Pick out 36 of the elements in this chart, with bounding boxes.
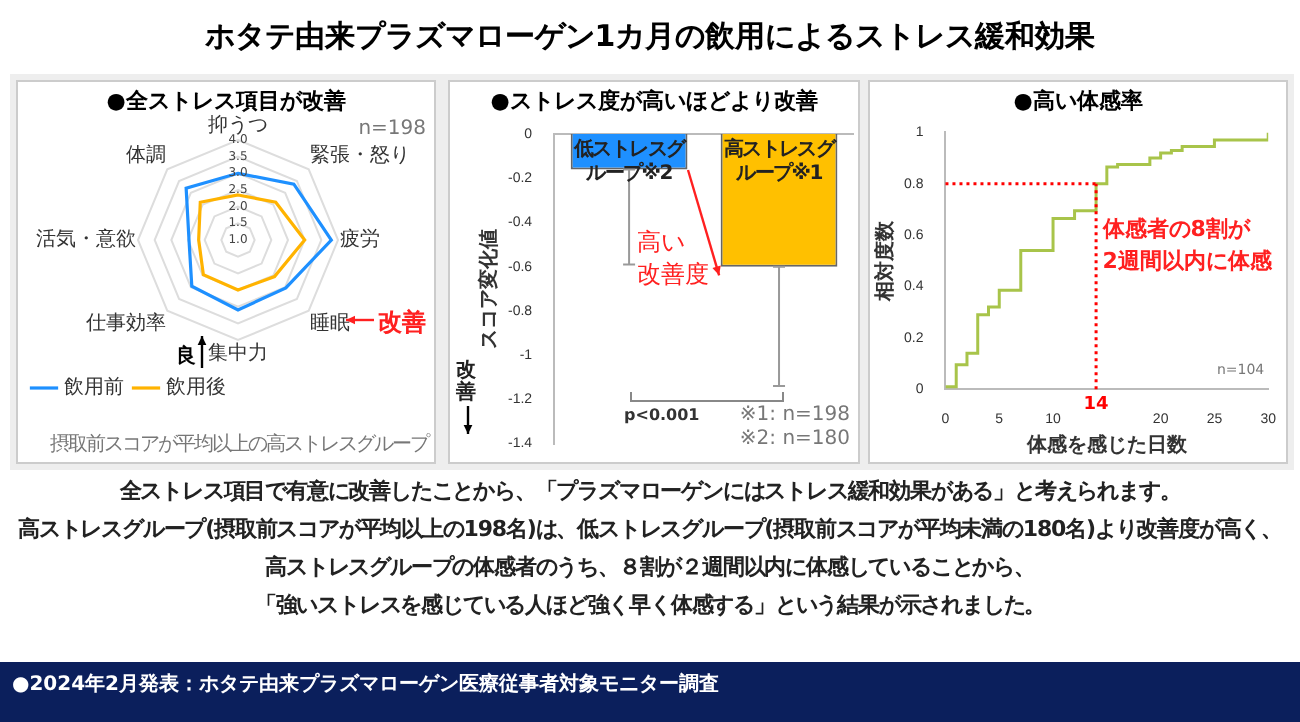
text: 「強いストレスを感じている人ほど強く早く体感する」という結果が示されました。 [252, 590, 1048, 622]
text: ●2024年2月発表：ホタテ由来プラズマローゲン医療従事者対象モニター調査 [12, 670, 720, 698]
annotation: 改善度 [637, 258, 710, 293]
annotation: 高い [637, 226, 686, 261]
text: 高ストレスグループ(摂取前スコアが平均以上の198名)は、低ストレスグループ(摂取前スコアが平均未満の180名)より改善度が高く、 [15, 514, 1285, 546]
text: 良 [176, 342, 196, 370]
y-axis-title: スコア変化値 [477, 228, 502, 349]
text: 改善 [378, 306, 426, 340]
y-axis-title: 相対度数 [873, 218, 898, 303]
text: n=198 [358, 118, 426, 140]
annotation: 2週間以内に体感 [1102, 246, 1272, 277]
ref-line-label: 14 [1083, 394, 1109, 415]
text: 改善 [456, 359, 478, 404]
chart-title: ●高い体感率 [1011, 86, 1145, 116]
x-tick-label: 低ストレスグループ※2 [571, 137, 688, 186]
annotation: 体感者の8割が [1102, 214, 1250, 245]
annotation: ※2: n=180 [739, 427, 850, 450]
spoke-label: 体調 [125, 143, 166, 168]
spoke-label: 緊張・怒り [310, 143, 411, 168]
text: ホタテ由来プラズマローゲン1カ月の飲用によるストレス緩和効果 [202, 16, 1098, 58]
annotation: p<0.001 [624, 405, 700, 424]
text: 高ストレスグループの体感者のうち、８割が２週間以内に体感していることから、 [263, 552, 1037, 584]
spoke-label: 睡眠 [310, 311, 351, 336]
chart-title: ●ストレス度が高いほどより改善 [488, 86, 820, 116]
x-tick-label: 高ストレスグループ※1 [723, 137, 838, 186]
chart-title: ●全ストレス項目が改善 [104, 86, 348, 115]
text: 全ストレス項目で有意に改善したことから、「プラズマローゲンにはストレス緩和効果がある」と考えられます。 [117, 476, 1183, 508]
spoke-label: 仕事効率 [85, 311, 166, 336]
annotation: ※1: n=198 [739, 403, 850, 426]
spoke-label: 疲労 [340, 227, 380, 252]
text: 摂取前スコアが平均以上の高ストレスグループ [50, 431, 428, 458]
legend-label: 飲用前 [64, 375, 124, 400]
spoke-label: 活気・意欲 [36, 227, 136, 252]
legend-label: 飲用後 [166, 375, 226, 400]
spoke-label: 集中力 [208, 341, 268, 366]
x-axis-title: 体感を感じた日数 [1024, 433, 1189, 458]
